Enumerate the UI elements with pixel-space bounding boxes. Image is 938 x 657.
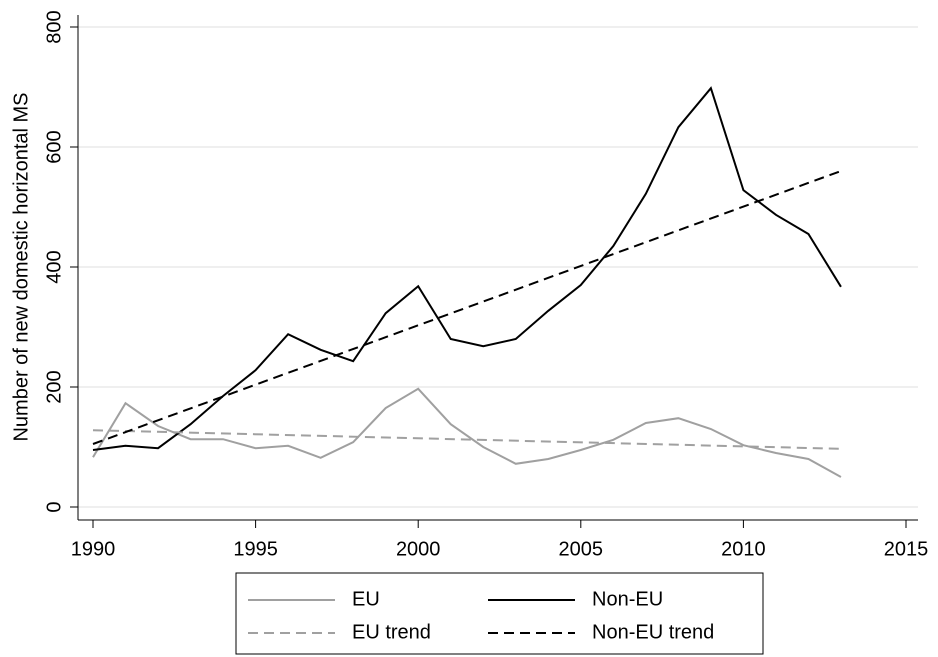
series-line	[92, 429, 841, 450]
x-tick-label: 2005	[559, 538, 604, 560]
legend-label: EU trend	[352, 621, 431, 643]
legend-label: Non-EU trend	[592, 621, 714, 643]
legend-box	[235, 572, 764, 655]
y-tick-label: 400	[43, 250, 65, 283]
x-tick-label: 1990	[71, 538, 116, 560]
legend-label: Non-EU	[592, 588, 663, 610]
legend-label: EU	[352, 588, 380, 610]
x-tick-label: 2015	[884, 538, 929, 560]
y-tick-label: 600	[43, 130, 65, 163]
series-line	[92, 170, 842, 445]
x-tick-label: 2000	[396, 538, 441, 560]
x-tick-label: 1995	[233, 538, 278, 560]
y-tick-label: 200	[43, 370, 65, 403]
x-tick-label: 2010	[721, 538, 766, 560]
y-tick-label: 800	[43, 10, 65, 43]
y-tick-label: 0	[43, 501, 65, 512]
series-line	[92, 387, 842, 478]
y-axis-label: Number of new domestic horizontal MS	[10, 92, 32, 441]
series-line	[92, 86, 842, 451]
